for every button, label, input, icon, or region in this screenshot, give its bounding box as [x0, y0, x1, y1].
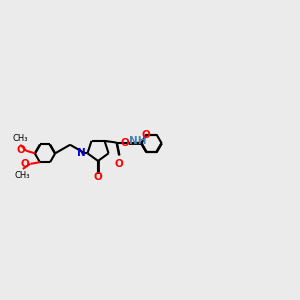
Text: NH: NH [129, 136, 147, 146]
Text: O: O [142, 130, 151, 140]
Text: O: O [94, 172, 102, 182]
Text: O: O [115, 159, 123, 169]
Text: O: O [17, 145, 26, 155]
Text: N: N [77, 148, 86, 158]
Text: O: O [21, 159, 29, 169]
Text: CH₃: CH₃ [13, 134, 28, 143]
Text: O: O [121, 138, 129, 148]
Text: CH₃: CH₃ [14, 171, 30, 180]
